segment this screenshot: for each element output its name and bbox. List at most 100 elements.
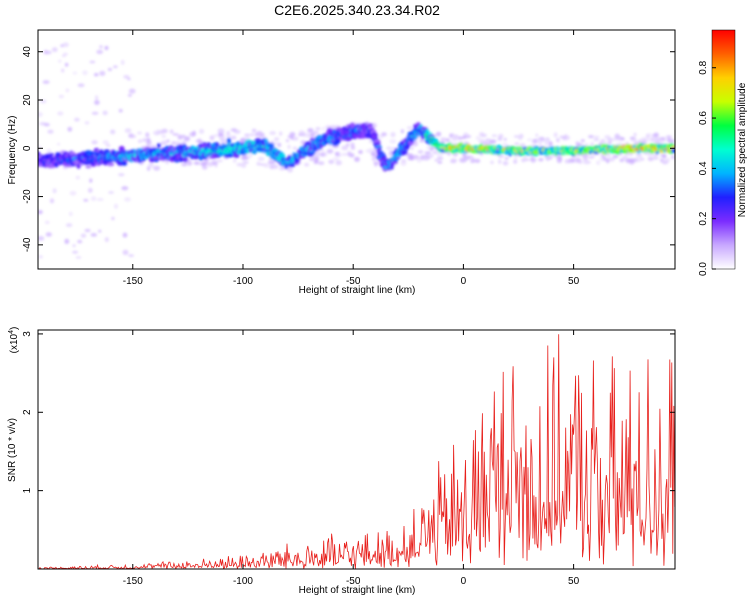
heat-cell-faint	[256, 161, 261, 166]
heat-cell-faint	[341, 145, 349, 151]
heat-cell-faint	[72, 244, 76, 248]
heat-cell-faint	[581, 153, 589, 159]
heat-cell-faint	[582, 157, 589, 161]
heat-cell-faint	[214, 164, 218, 168]
heat-cell-faint	[193, 161, 200, 165]
heat-cell-faint	[172, 133, 179, 136]
heat-cell-faint	[553, 132, 558, 138]
snr-multiplier: (x104)	[8, 327, 20, 354]
snr-xtick-label: -100	[233, 576, 253, 587]
heat-cell-faint	[203, 160, 209, 165]
heat-cell-faint	[225, 133, 232, 139]
heat-cell	[267, 142, 275, 149]
heat-cell-faint	[58, 59, 62, 63]
heat-cell-faint	[69, 191, 77, 196]
heat-cell	[390, 161, 398, 165]
heat-cell-faint	[335, 160, 342, 166]
heat-cell-faint	[632, 138, 637, 143]
heat-cell-faint	[45, 232, 52, 237]
heat-cell	[332, 142, 339, 146]
snr-multiplier-base: (x10	[9, 333, 20, 353]
heat-cell-faint	[666, 157, 670, 163]
heat-cell-faint	[436, 157, 444, 160]
heat-cell-faint	[647, 157, 653, 161]
heat-cell-faint	[269, 132, 275, 136]
heat-cell-faint	[535, 133, 539, 137]
snr-xtick-label: 0	[461, 576, 467, 587]
heat-cell-faint	[527, 138, 533, 141]
colorbar-ticks: 0.0 0.2 0.4 0.6 0.8	[698, 60, 716, 276]
heat-cell	[153, 159, 159, 163]
heat-cell-faint	[612, 154, 619, 159]
spectrogram-panel: -150 -100 -50 0 50 -40 -20 0 20 40 Height of stra…	[7, 29, 676, 296]
heat-cell	[85, 165, 92, 169]
heat-cell-faint	[623, 154, 628, 159]
heat-cell-faint	[56, 142, 61, 146]
heat-cell-faint	[457, 136, 463, 141]
heat-cell-faint	[518, 133, 524, 139]
heat-cell-faint	[400, 160, 407, 166]
heat-cell-faint	[177, 134, 183, 140]
heat-cell-faint	[268, 159, 273, 165]
heat-cell-faint	[105, 144, 111, 147]
heat-cell-faint	[400, 129, 404, 134]
snr-ytick-label: 3	[22, 331, 33, 337]
heat-cell-faint	[389, 139, 397, 144]
heat-cell-faint	[251, 128, 257, 133]
snr-frame	[37, 329, 676, 570]
heat-cell-faint	[523, 155, 528, 159]
heat-cell-faint	[99, 45, 103, 49]
heat-cell-faint	[169, 129, 174, 134]
snr-panel: -150 -100 -50 0 50 1 2 3 Height of straight lin…	[7, 327, 676, 596]
heat-cell-faint	[539, 137, 545, 141]
heat-cell-faint	[98, 229, 102, 233]
heat-cell-faint	[102, 110, 108, 116]
heat-cell-faint	[45, 50, 52, 55]
heat-cell-faint	[60, 44, 64, 48]
heat-cell-faint	[368, 148, 373, 154]
heat-cell-faint	[104, 237, 109, 243]
heat-cell-faint	[474, 158, 481, 163]
heat-cell-faint	[161, 140, 168, 145]
colorbar-tick-label: 0.6	[698, 111, 709, 125]
heat-cell-faint	[118, 108, 123, 113]
heat-cell-faint	[354, 156, 360, 162]
heat-cell-faint	[72, 250, 79, 254]
heat-cell-faint	[46, 148, 52, 154]
heat-cell	[284, 165, 288, 169]
heat-cell-faint	[371, 156, 376, 162]
heat-cell-faint	[171, 141, 177, 145]
heat-cell	[312, 147, 319, 151]
heat-cell-faint	[69, 211, 73, 217]
heat-cell-faint	[304, 162, 310, 167]
snr-multiplier-close: )	[9, 327, 20, 330]
colorbar-tick-label: 0.8	[698, 60, 709, 74]
heat-cell-faint	[636, 154, 643, 159]
heat-cell-faint	[608, 157, 615, 162]
heat-cell-faint	[593, 138, 600, 142]
heat-cell-faint	[96, 49, 104, 55]
heat-cell-faint	[326, 148, 334, 154]
heat-cell-faint	[491, 134, 498, 138]
heat-cell-faint	[127, 93, 132, 97]
heat-cell-faint	[62, 42, 69, 48]
heat-cell-faint	[584, 143, 589, 146]
spectrogram-xlabel: Height of straight line (km)	[299, 285, 416, 296]
heat-cell-faint	[440, 137, 447, 142]
heat-cell-faint	[374, 153, 378, 158]
heat-cell-faint	[603, 156, 607, 161]
heat-cell-faint	[309, 132, 315, 138]
heat-cell-faint	[58, 94, 64, 99]
heat-cell-faint	[358, 150, 363, 154]
heat-cell-faint	[42, 80, 50, 84]
spectrogram-ytick-label: -40	[22, 237, 33, 252]
heat-cell-faint	[213, 134, 219, 137]
heat-cell-faint	[347, 153, 353, 157]
heat-cell-faint	[158, 129, 165, 135]
heat-cell-faint	[556, 158, 563, 164]
heat-cell	[183, 156, 188, 163]
heat-cell-faint	[514, 157, 518, 162]
heat-cell-faint	[211, 159, 218, 163]
heat-cell-faint	[489, 139, 497, 144]
